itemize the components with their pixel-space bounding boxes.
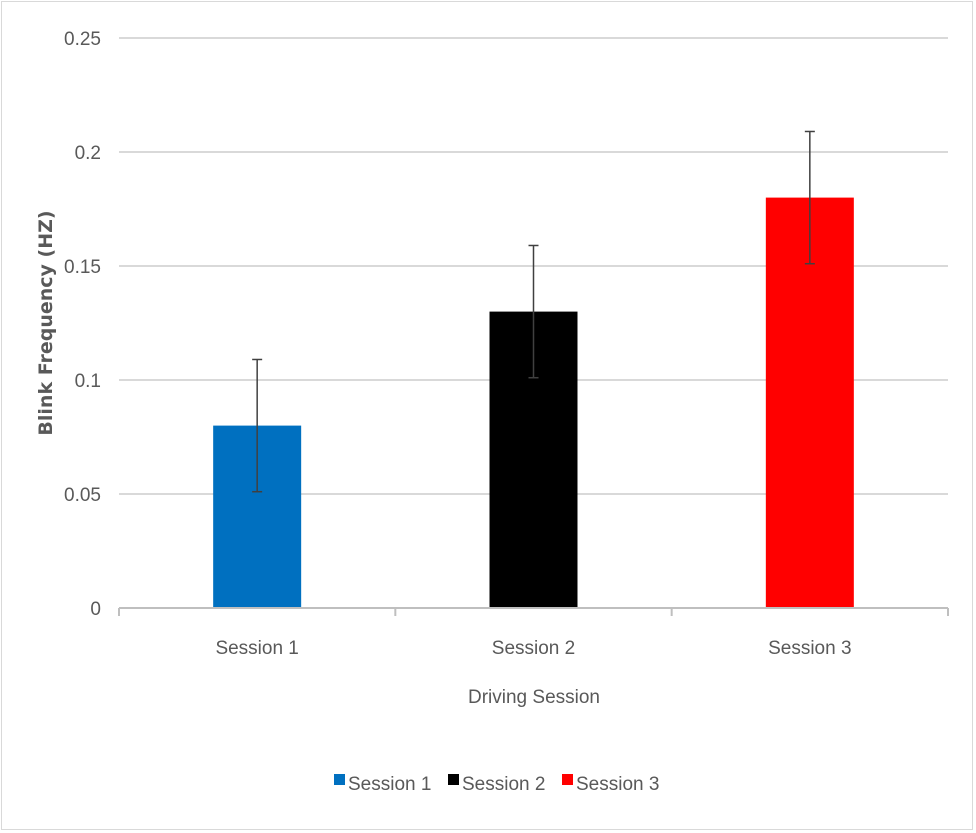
bar <box>765 197 854 608</box>
legend-swatch <box>334 774 345 785</box>
y-tick-label: 0.15 <box>64 257 101 278</box>
legend-label: Session 2 <box>462 774 545 795</box>
x-tick-label: Session 3 <box>768 638 851 659</box>
y-tick-label: 0.2 <box>75 143 101 164</box>
y-tick-label: 0.25 <box>64 29 101 50</box>
legend-swatch <box>562 774 573 785</box>
x-tick-label: Session 2 <box>492 638 575 659</box>
y-axis-title: Blink Frequency (HZ) <box>35 210 57 435</box>
legend-label: Session 3 <box>576 774 659 795</box>
x-axis <box>118 607 949 616</box>
legend-swatch <box>448 774 459 785</box>
x-axis-title: Driving Session <box>468 687 600 708</box>
legend-label: Session 1 <box>348 774 431 795</box>
y-tick-label: 0.05 <box>64 485 101 506</box>
y-tick-labels: 0 0.05 0.1 0.15 0.2 0.25 <box>64 29 101 620</box>
y-tick-label: 0.1 <box>75 371 101 392</box>
legend: Session 1 Session 2 Session 3 <box>334 774 659 795</box>
x-tick-labels: Session 1 Session 2 Session 3 <box>215 638 851 659</box>
error-bars <box>252 130 815 493</box>
x-tick-label: Session 1 <box>215 638 298 659</box>
y-tick-label: 0 <box>90 599 101 620</box>
